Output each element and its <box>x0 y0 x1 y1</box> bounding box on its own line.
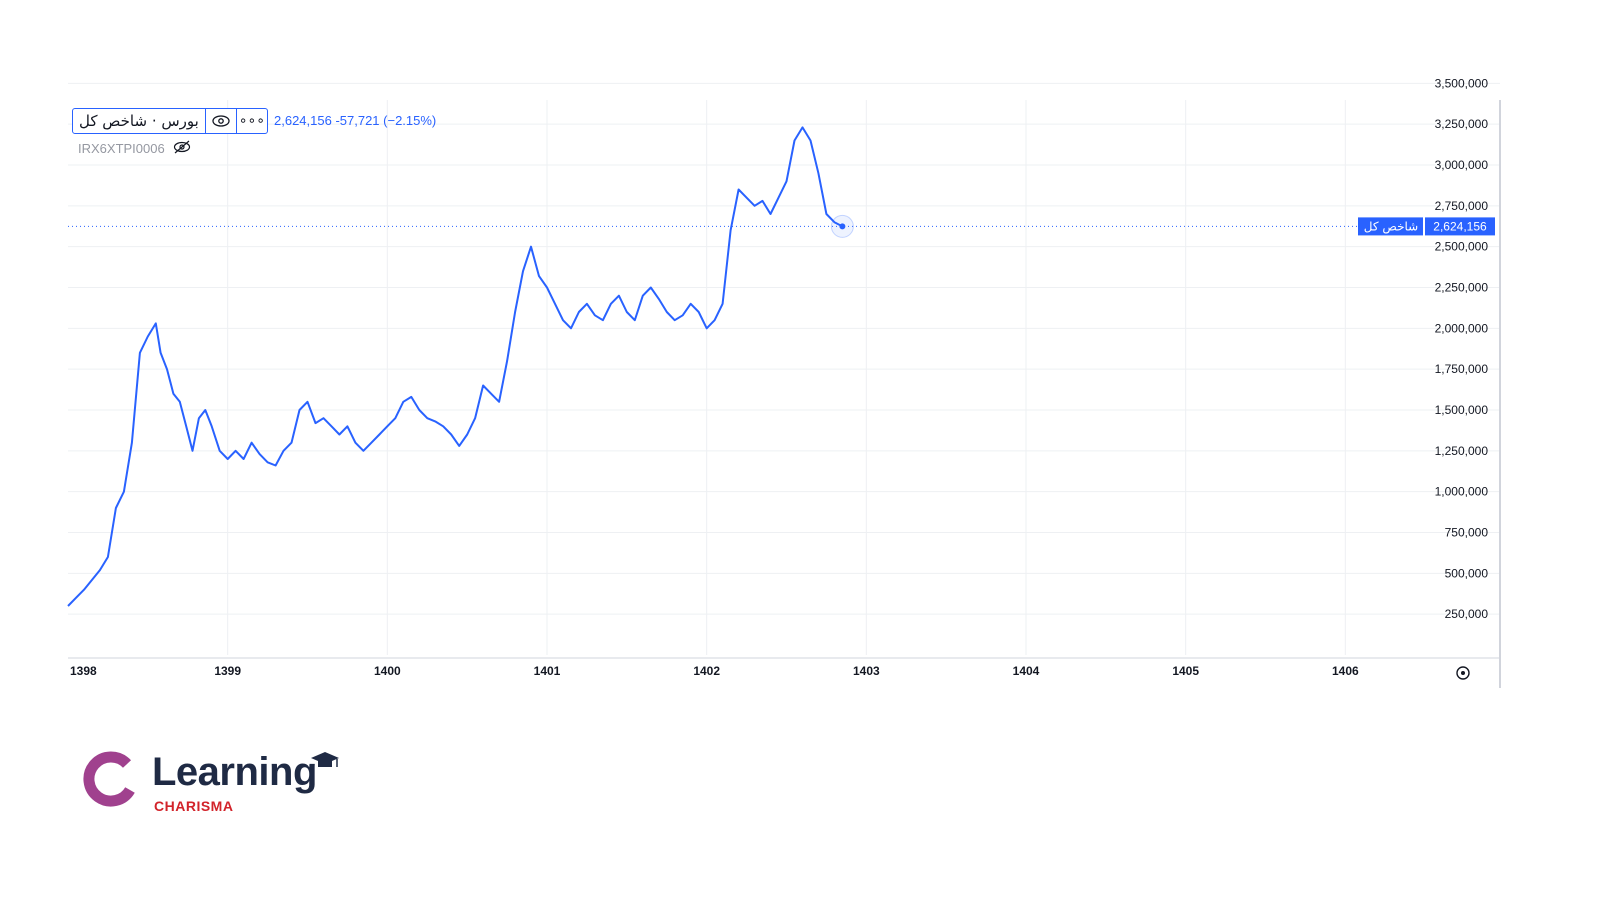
logo-word: Learning <box>152 750 317 794</box>
legend-code-row: IRX6XTPI0006 <box>78 140 191 157</box>
x-tick-label: 1400 <box>374 664 401 678</box>
y-tick-label: 1,250,000 <box>1435 444 1489 458</box>
x-tick-label: 1403 <box>853 664 880 678</box>
x-tick-label: 1402 <box>693 664 720 678</box>
y-tick-label: 3,500,000 <box>1435 76 1489 90</box>
y-tick-label: 500,000 <box>1445 566 1489 580</box>
eye-icon[interactable] <box>204 109 236 133</box>
logo-arc-icon <box>83 751 135 807</box>
legend-values: 2,624,156 -57,721 (−2.15%) <box>274 113 437 128</box>
series-line <box>67 126 843 607</box>
y-tick-label: 3,000,000 <box>1435 158 1489 172</box>
y-tick-label: 2,500,000 <box>1435 240 1489 254</box>
x-tick-label: 1404 <box>1013 664 1040 678</box>
x-tick-label: 1406 <box>1332 664 1359 678</box>
y-tick-label: 1,000,000 <box>1435 485 1489 499</box>
y-tick-label: 1,500,000 <box>1435 403 1489 417</box>
price-name-tag <box>1358 217 1423 236</box>
logo-sub: CHARISMA <box>154 798 234 814</box>
symbol-legend-box[interactable]: بورس · شاخص کل ∘∘∘ <box>72 108 268 134</box>
y-tick-label: 750,000 <box>1445 526 1489 540</box>
y-tick-label: 2,750,000 <box>1435 199 1489 213</box>
x-tick-label: 1398 <box>70 664 97 678</box>
axis-settings-icon-dot <box>1461 671 1465 675</box>
y-tick-label: 2,250,000 <box>1435 281 1489 295</box>
symbol-code: IRX6XTPI0006 <box>78 141 165 156</box>
symbol-name[interactable]: بورس · شاخص کل <box>79 112 199 130</box>
price-value-text: 2,624,156 <box>1433 219 1487 233</box>
x-tick-label: 1405 <box>1172 664 1199 678</box>
hidden-eye-icon[interactable] <box>173 140 191 157</box>
graduation-cap-icon <box>311 752 339 767</box>
last-value-dot <box>839 223 846 230</box>
axis-settings-icon[interactable] <box>1456 666 1470 680</box>
x-tick-label: 1401 <box>534 664 561 678</box>
price-name-text: شاخص کل <box>1364 219 1418 234</box>
y-tick-label: 250,000 <box>1445 607 1489 621</box>
x-tick-label: 1399 <box>214 664 241 678</box>
y-tick-label: 3,250,000 <box>1435 117 1489 131</box>
y-tick-label: 1,750,000 <box>1435 362 1489 376</box>
more-options-icon[interactable]: ∘∘∘ <box>235 109 267 133</box>
price-value-tag <box>1425 217 1495 236</box>
y-tick-label: 2,000,000 <box>1435 321 1489 335</box>
learning-charisma-logo: Learning CHARISMA <box>80 750 360 850</box>
